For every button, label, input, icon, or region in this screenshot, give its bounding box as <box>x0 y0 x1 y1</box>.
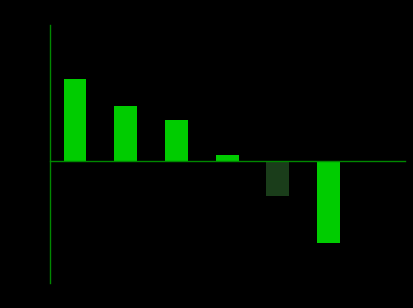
Bar <box>317 161 340 242</box>
Bar <box>216 155 239 161</box>
Bar <box>266 161 289 196</box>
Bar <box>64 79 86 161</box>
Bar <box>165 120 188 161</box>
Bar <box>114 106 137 161</box>
